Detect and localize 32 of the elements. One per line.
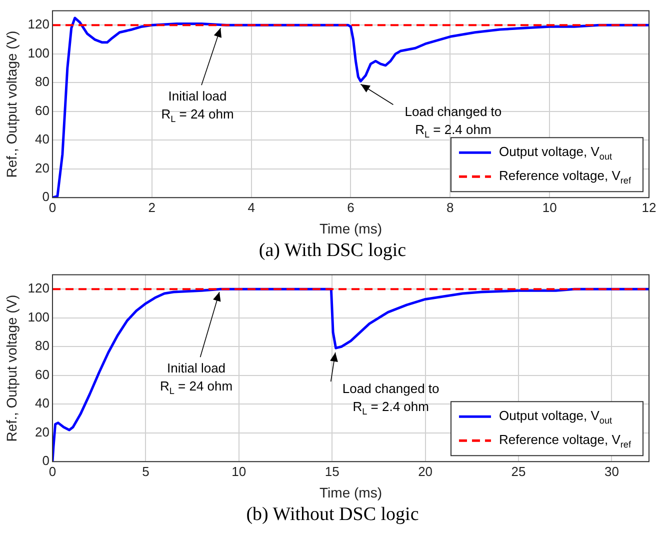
y-tick-label: 20 bbox=[35, 160, 50, 176]
y-tick-label: 40 bbox=[35, 132, 50, 147]
text: (b) Without DSC logic bbox=[245, 504, 420, 527]
y-axis-title: Ref., Output voltage (V) bbox=[3, 294, 20, 442]
y-tick-label: 0 bbox=[42, 453, 50, 468]
y-tick-label: 120 bbox=[28, 280, 50, 296]
y-tick-label: 20 bbox=[35, 424, 50, 440]
x-tick-label: 10 bbox=[232, 464, 246, 479]
y-tick-label: 80 bbox=[35, 338, 50, 354]
y-tick-label: 80 bbox=[35, 74, 50, 90]
y-tick-label: 40 bbox=[35, 396, 50, 411]
y-tick-label: 0 bbox=[42, 189, 50, 204]
text: (a) With DSC logic bbox=[258, 240, 408, 263]
y-tick-label: 120 bbox=[28, 16, 50, 32]
x-tick-label: 6 bbox=[347, 200, 354, 215]
x-tick-label: 20 bbox=[418, 464, 433, 479]
x-axis-title: Time (ms) bbox=[320, 484, 382, 500]
x-tick-label: 10 bbox=[542, 200, 557, 215]
x-tick-label: 12 bbox=[642, 200, 656, 215]
y-tick-label: 100 bbox=[28, 309, 50, 324]
x-axis-title: Time (ms) bbox=[320, 220, 382, 236]
y-tick-label: 60 bbox=[35, 102, 50, 118]
y-tick-label: 100 bbox=[28, 45, 50, 60]
x-tick-label: 30 bbox=[604, 464, 619, 479]
x-tick-label: 8 bbox=[446, 200, 454, 215]
y-axis-title: Ref., Output voltage (V) bbox=[3, 30, 20, 178]
x-tick-label: 4 bbox=[248, 200, 255, 215]
x-tick-label: 2 bbox=[148, 200, 156, 215]
x-tick-label: 25 bbox=[511, 464, 526, 479]
x-tick-label: 15 bbox=[324, 464, 340, 479]
x-tick-label: 5 bbox=[142, 464, 150, 479]
y-tick-label: 60 bbox=[35, 366, 50, 382]
